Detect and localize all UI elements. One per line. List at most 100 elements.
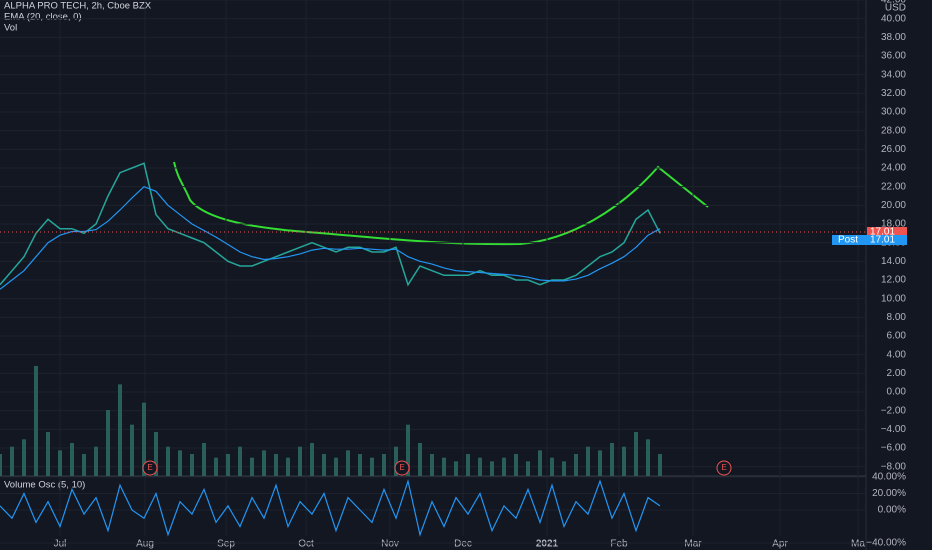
y-tick-label: 0.00 [887, 387, 907, 398]
volume-bar [22, 439, 26, 476]
osc-tick-label: 20.00% [872, 488, 906, 499]
volume-bar [418, 443, 422, 476]
volume-bar [538, 450, 542, 476]
last-price-box [867, 227, 907, 237]
x-tick-label: Nov [381, 539, 399, 550]
y-tick-label: −8.00 [881, 461, 907, 472]
volume-bar [130, 424, 134, 476]
earnings-marker [716, 460, 732, 476]
volume-bar [622, 446, 626, 476]
volume-bar [142, 402, 146, 476]
volume-bar [154, 432, 158, 476]
y-tick-label: 40.00 [881, 13, 906, 24]
volume-bar [478, 457, 482, 476]
y-tick-label: 2.00 [887, 368, 907, 379]
x-tick-label: Sep [217, 539, 235, 550]
y-tick-label: 10.00 [881, 293, 906, 304]
volume-bar [562, 461, 566, 476]
x-tick-label: 2021 [536, 539, 559, 550]
volume-bar [658, 454, 662, 476]
osc-tick-label: 0.00% [878, 505, 906, 516]
volume-bar [166, 446, 170, 476]
post-label: Post [838, 235, 858, 246]
y-tick-label: 30.00 [881, 107, 906, 118]
volume-bar [490, 461, 494, 476]
indicator-label: EMA (20, close, 0) [4, 12, 82, 23]
x-tick-label: Aug [136, 539, 154, 550]
volume-bar [106, 410, 110, 476]
volume-bar [214, 457, 218, 476]
volume-bar [406, 424, 410, 476]
y-tick-label: −2.00 [881, 405, 907, 416]
y-tick-label: 18.00 [881, 219, 906, 230]
x-tick-label: Mar [684, 539, 702, 550]
volume-bar [94, 446, 98, 476]
x-tick-label: Dec [454, 539, 472, 550]
volume-bar [322, 454, 326, 476]
volume-bar [502, 457, 506, 476]
volume-bar [82, 454, 86, 476]
volume-bar [46, 432, 50, 476]
chart-title: ALPHA PRO TECH, 2h, Cboe BZX [4, 1, 152, 12]
volume-bar [250, 457, 254, 476]
y-tick-label: 24.00 [881, 163, 906, 174]
volume-bar [0, 454, 2, 476]
volume-bar [394, 446, 398, 476]
x-tick-label: Feb [610, 539, 628, 550]
volume-bar [646, 439, 650, 476]
volume-bar [34, 366, 38, 476]
y-tick-label: 22.00 [881, 181, 906, 192]
x-tick-label: Apr [772, 539, 788, 550]
volume-bar [586, 446, 590, 476]
volume-bar [226, 454, 230, 476]
volume-bar [574, 454, 578, 476]
volume-bar [118, 384, 122, 476]
volume-bar [634, 432, 638, 476]
indicator-label: Vol [4, 23, 17, 34]
volume-bar [610, 443, 614, 476]
y-tick-label: 38.00 [881, 32, 906, 43]
ema-line [0, 186, 661, 290]
earnings-label: E [399, 463, 404, 472]
oscillator-title: Volume Osc (5, 10) [4, 480, 85, 491]
volume-bar [526, 461, 530, 476]
volume-bar [238, 446, 242, 476]
y-tick-label: 8.00 [887, 312, 907, 323]
volume-bar [598, 450, 602, 476]
volume-bar [274, 454, 278, 476]
volume-bar [70, 443, 74, 476]
oscillator-line [0, 478, 661, 537]
volume-bar [346, 450, 350, 476]
osc-tick-label: −40.00% [866, 538, 906, 549]
volume-bar [550, 457, 554, 476]
volume-bar [430, 454, 434, 476]
volume-bar [370, 457, 374, 476]
y-tick-label: 12.00 [881, 275, 906, 286]
y-tick-label: 20.00 [881, 200, 906, 211]
y-tick-label: 14.00 [881, 256, 906, 267]
volume-bar [202, 443, 206, 476]
y-tick-label: 26.00 [881, 144, 906, 155]
volume-bar [334, 457, 338, 476]
volume-bar [454, 461, 458, 476]
volume-bar [262, 450, 266, 476]
volume-bar [358, 454, 362, 476]
volume-bar [10, 446, 14, 476]
y-tick-label: −6.00 [881, 443, 907, 454]
drawing-curve [173, 161, 709, 246]
volume-bar [298, 446, 302, 476]
volume-bar [190, 454, 194, 476]
currency-box [872, 2, 928, 14]
currency: USD [885, 3, 906, 14]
y-tick-label: −4.00 [881, 424, 907, 435]
y-tick-label: 34.00 [881, 69, 906, 80]
volume-bar [178, 450, 182, 476]
volume-bar [466, 454, 470, 476]
volume-bar [514, 454, 518, 476]
last-price-label: 17.01 [870, 227, 895, 238]
volume-bar [58, 450, 62, 476]
y-tick-label: 36.00 [881, 51, 906, 62]
y-tick-label: 42.00 [881, 0, 906, 6]
y-tick-label: 6.00 [887, 331, 907, 342]
